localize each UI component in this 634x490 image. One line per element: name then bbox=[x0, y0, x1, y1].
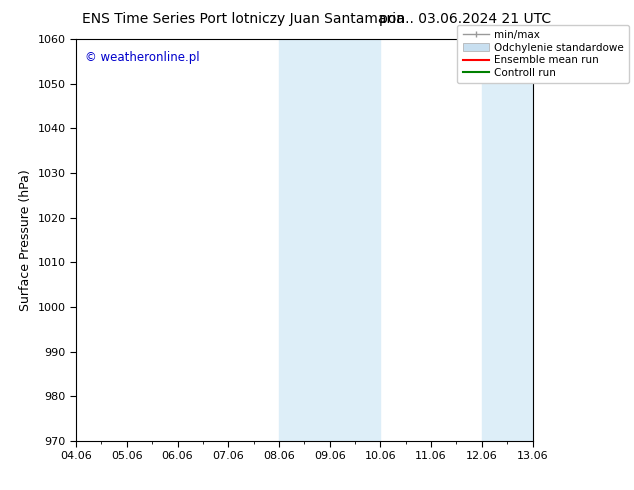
Legend: min/max, Odchylenie standardowe, Ensemble mean run, Controll run: min/max, Odchylenie standardowe, Ensembl… bbox=[457, 25, 629, 83]
Text: ENS Time Series Port lotniczy Juan Santamaria: ENS Time Series Port lotniczy Juan Santa… bbox=[82, 12, 405, 26]
Y-axis label: Surface Pressure (hPa): Surface Pressure (hPa) bbox=[19, 169, 32, 311]
Text: © weatheronline.pl: © weatheronline.pl bbox=[85, 51, 200, 64]
Bar bbox=[482, 39, 533, 441]
Text: pon.. 03.06.2024 21 UTC: pon.. 03.06.2024 21 UTC bbox=[380, 12, 552, 26]
Bar bbox=[279, 39, 380, 441]
